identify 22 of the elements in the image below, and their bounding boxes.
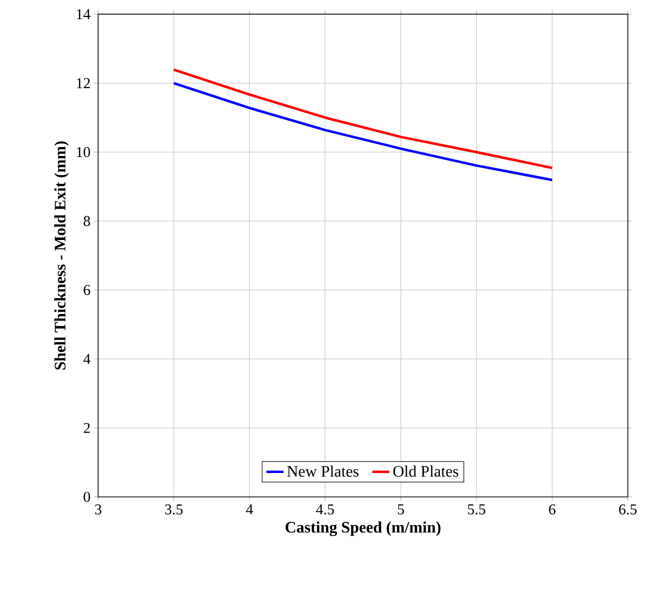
y-tick-label: 8: [84, 216, 90, 226]
x-tick-label: 6: [549, 504, 556, 514]
x-tick-label: 3.5: [165, 504, 183, 515]
y-tick-label: 4: [83, 354, 90, 364]
x-axis-title: Casting Speed (m/min): [286, 521, 440, 536]
y-axis-title: Shell Thickness - Mold Exit (mm): [54, 141, 69, 370]
y-tick-label: 12: [76, 78, 90, 88]
y-tick-label: 14: [76, 9, 90, 20]
y-tick-label: 2: [84, 422, 90, 433]
line-series: [172, 82, 554, 182]
x-tick-label: 5.5: [468, 504, 486, 514]
x-tick-label: 5: [398, 504, 404, 514]
y-tick-label: 6: [84, 284, 90, 296]
x-tick-label: 3: [95, 504, 102, 514]
y-tick-label: 10: [76, 147, 90, 158]
y-tick-label: 0: [84, 492, 90, 502]
x-tick-label: 4: [246, 504, 253, 514]
x-tick-label: 6.5: [619, 504, 637, 515]
legend-label: Old Plates: [393, 466, 458, 477]
legend-label: New Plates: [287, 466, 359, 477]
x-tick-label: 4.5: [316, 504, 334, 514]
line-series: [172, 68, 554, 170]
